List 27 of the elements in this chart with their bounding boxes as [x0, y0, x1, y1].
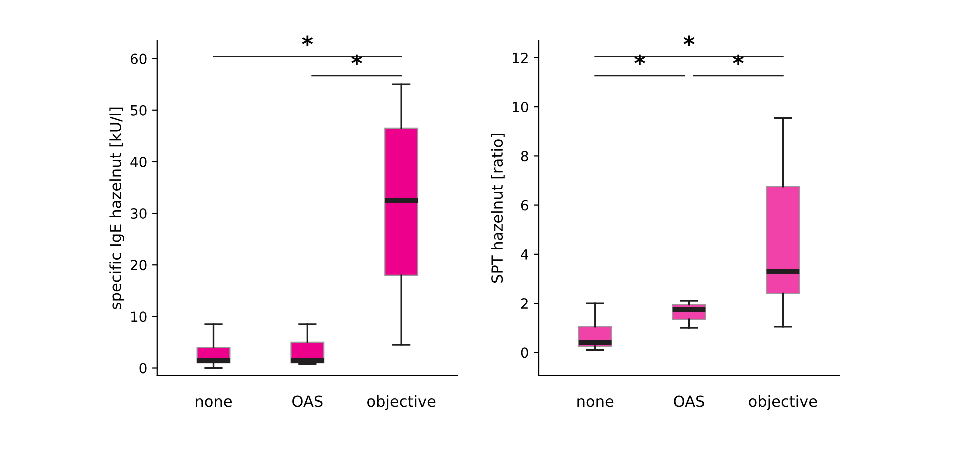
x-tick-label: none	[196, 398, 232, 408]
x-tick-label: none	[578, 398, 614, 408]
y-tick-label: 2	[521, 298, 528, 309]
y-tick-label: 50	[131, 105, 147, 116]
annotation: *	[733, 54, 744, 66]
annotation: *	[634, 54, 646, 66]
y-tick-label: 0	[521, 348, 528, 358]
annotation: *	[352, 54, 362, 66]
y-tick-label: 10	[132, 312, 147, 322]
y-tick-label: 30	[131, 208, 147, 220]
x-tick-label: OAS	[292, 396, 323, 408]
x-tick-label: OAS	[674, 396, 704, 408]
annotation: *	[302, 36, 314, 46]
y-tick-label: 0	[140, 363, 147, 374]
y-tick-label: 8	[521, 151, 528, 162]
y-tick-label: 6	[521, 200, 528, 211]
annotation: *	[684, 36, 695, 46]
y-tick-label: 12	[513, 52, 528, 64]
y-tick-label: 40	[130, 156, 147, 168]
x-tick-label: objective	[368, 395, 436, 410]
y-axis-title: specific IgE hazelnut [kU/l]	[110, 108, 124, 310]
y-axis-title: SPT hazelnut [ratio]	[491, 134, 505, 283]
y-tick-label: 60	[130, 54, 147, 64]
y-tick-label: 20	[131, 260, 147, 271]
x-tick-label: objective	[749, 395, 818, 410]
y-tick-label: 10	[513, 102, 528, 113]
y-tick-label: 4	[521, 250, 529, 260]
